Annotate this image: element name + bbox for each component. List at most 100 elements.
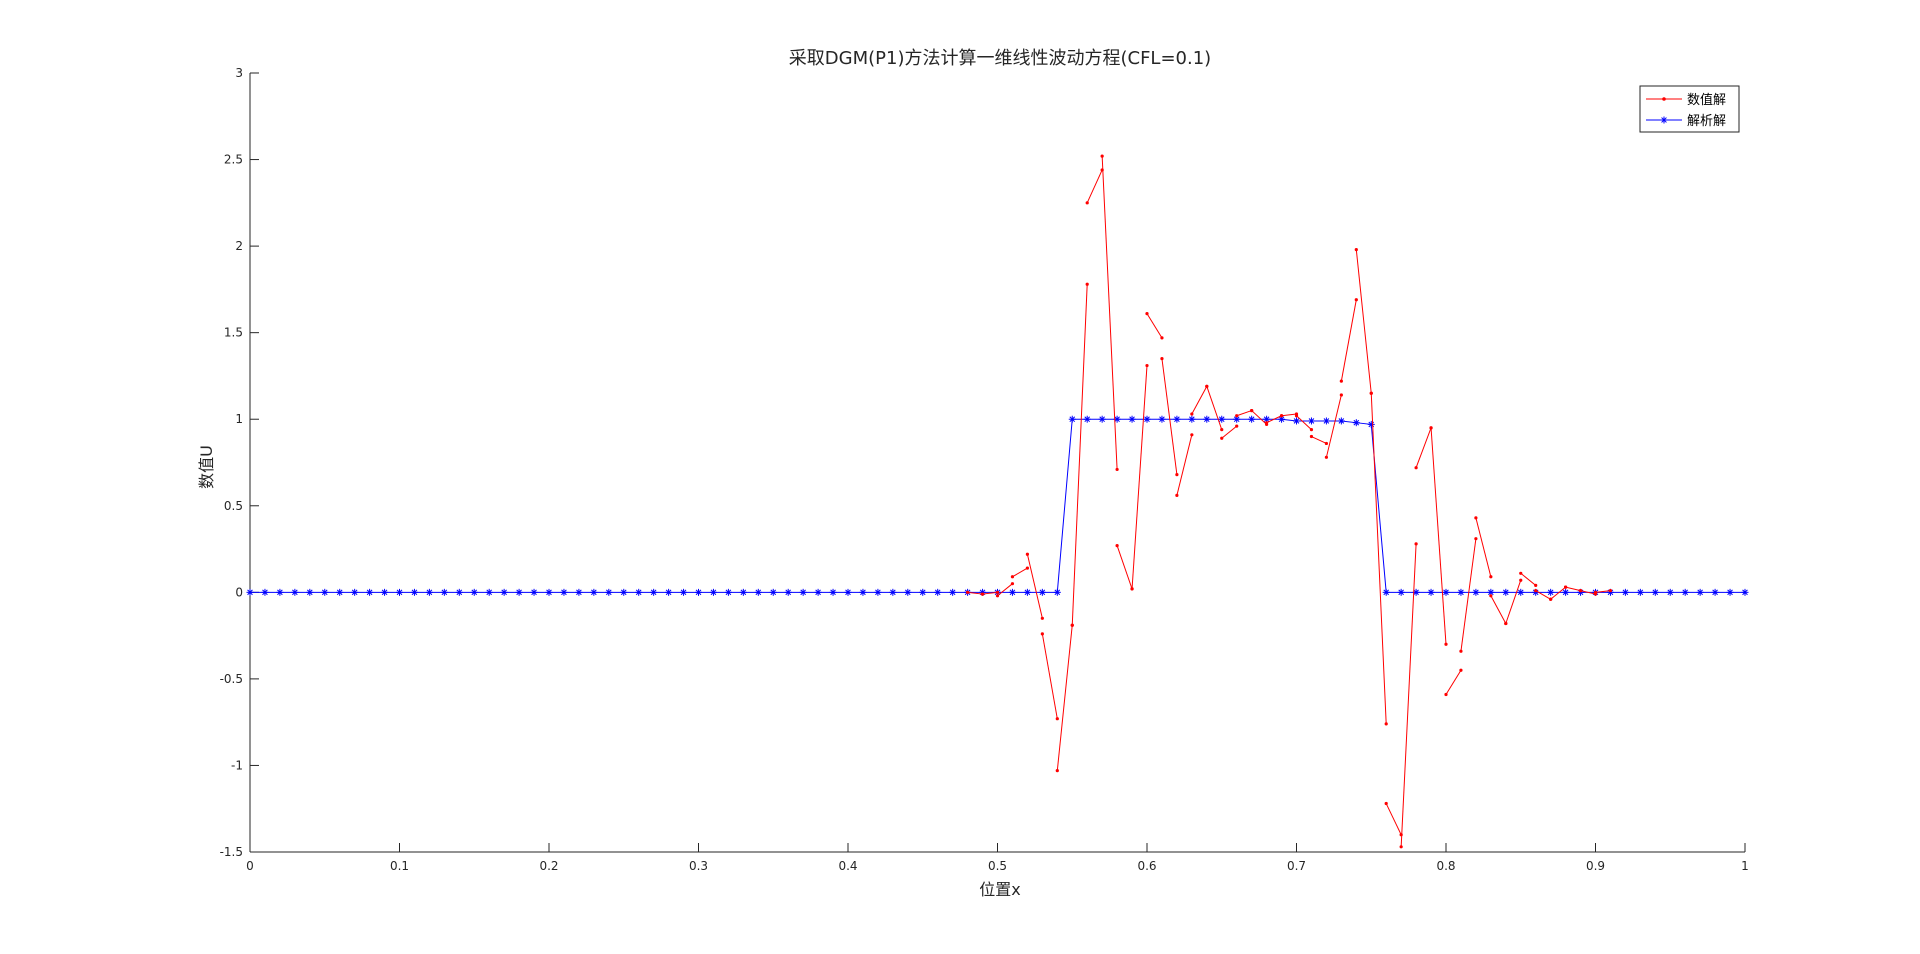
numeric-point xyxy=(1354,298,1358,302)
numeric-point xyxy=(1534,583,1538,588)
x-tick-label: 0.5 xyxy=(988,859,1007,873)
analytic-point xyxy=(1008,588,1016,596)
legend-marker-analytic xyxy=(1660,116,1668,124)
analytic-point xyxy=(1337,417,1345,425)
numeric-point xyxy=(1459,668,1463,672)
x-tick-label: 0 xyxy=(246,859,254,873)
analytic-point xyxy=(366,588,374,596)
analytic-point xyxy=(1457,588,1465,596)
analytic-point xyxy=(635,588,643,596)
numeric-point xyxy=(1040,616,1044,620)
numeric-segment xyxy=(1086,169,1103,204)
analytic-point xyxy=(1203,415,1211,423)
numeric-segment xyxy=(1520,572,1537,586)
analytic-point xyxy=(1741,588,1749,596)
numeric-segment xyxy=(1490,595,1507,624)
analytic-point xyxy=(1562,588,1570,596)
x-tick-label: 0.6 xyxy=(1137,859,1156,873)
analytic-point xyxy=(724,588,732,596)
analytic-point xyxy=(1322,417,1330,425)
numeric-point xyxy=(1399,845,1403,849)
analytic-point xyxy=(1382,588,1390,596)
numeric-point xyxy=(1608,589,1613,593)
analytic-point xyxy=(754,588,762,596)
numeric-point xyxy=(1369,391,1373,395)
analytic-point xyxy=(560,588,568,596)
numeric-point xyxy=(1474,516,1478,520)
analytic-point xyxy=(814,588,822,596)
numeric-point xyxy=(1534,589,1538,593)
numeric-point xyxy=(1190,412,1194,416)
numeric-point xyxy=(1324,455,1328,459)
numeric-point xyxy=(1235,424,1239,428)
numeric-segment xyxy=(1595,590,1611,593)
analytic-point xyxy=(1666,588,1674,596)
analytic-point xyxy=(1158,415,1166,423)
analytic-point xyxy=(1278,415,1286,423)
numeric-point xyxy=(1220,436,1224,440)
numeric-point xyxy=(1085,201,1089,205)
numeric-point xyxy=(1339,379,1343,383)
analytic-point xyxy=(1517,588,1525,596)
numeric-segment xyxy=(1146,313,1163,339)
numeric-segment xyxy=(1565,586,1581,592)
x-tick-label: 1 xyxy=(1741,859,1749,873)
analytic-point xyxy=(381,588,389,596)
numeric-segment xyxy=(1221,425,1238,439)
numeric-point xyxy=(1578,589,1583,593)
analytic-point xyxy=(575,588,583,596)
x-tick-label: 0.7 xyxy=(1287,859,1306,873)
numeric-point xyxy=(1190,433,1194,437)
numeric-point xyxy=(1265,421,1269,425)
numeric-segment xyxy=(1056,625,1073,771)
numeric-point xyxy=(1115,543,1119,548)
y-axis-title: 数值U xyxy=(197,445,216,489)
analytic-point xyxy=(1083,415,1091,423)
numeric-segment xyxy=(1550,586,1566,600)
numeric-point xyxy=(1175,493,1179,497)
numeric-point xyxy=(1279,414,1284,418)
analytic-point xyxy=(1038,588,1046,596)
y-tick-label: 3 xyxy=(235,66,243,80)
analytic-point xyxy=(799,588,807,596)
numeric-point xyxy=(1474,537,1478,541)
numeric-point xyxy=(1010,582,1015,586)
analytic-point xyxy=(784,588,792,596)
analytic-point xyxy=(620,588,628,596)
numeric-segment xyxy=(1101,156,1118,470)
analytic-point xyxy=(829,588,837,596)
analytic-point xyxy=(1367,420,1375,428)
analytic-point xyxy=(1427,588,1435,596)
numeric-point xyxy=(1354,247,1358,252)
analytic-point xyxy=(934,588,942,596)
analytic-point xyxy=(1502,588,1510,596)
legend-box xyxy=(1639,85,1740,133)
numeric-point xyxy=(1309,428,1314,432)
analytic-point xyxy=(1248,415,1256,423)
y-tick-label: -1 xyxy=(231,758,243,772)
numeric-point xyxy=(1429,426,1433,430)
analytic-point xyxy=(889,588,897,596)
numeric-point xyxy=(1085,282,1089,286)
series-line-analytic xyxy=(250,418,1745,593)
analytic-point xyxy=(246,588,254,596)
analytic-point xyxy=(874,588,882,596)
numeric-point xyxy=(1519,571,1523,575)
analytic-point xyxy=(425,588,433,596)
x-axis-title: 位置x xyxy=(979,880,1020,899)
numeric-point xyxy=(995,590,1000,594)
numeric-point xyxy=(1459,649,1463,653)
numeric-point xyxy=(1444,642,1448,646)
numeric-point xyxy=(1130,587,1134,591)
analytic-point xyxy=(485,588,493,596)
numeric-point xyxy=(1250,408,1254,413)
numeric-segment xyxy=(1206,386,1223,430)
analytic-point xyxy=(1307,417,1315,425)
analytic-point xyxy=(1442,588,1450,596)
numeric-point xyxy=(1145,312,1149,316)
analytic-point xyxy=(1233,415,1241,423)
analytic-point xyxy=(859,588,867,596)
numeric-point xyxy=(1549,597,1553,601)
